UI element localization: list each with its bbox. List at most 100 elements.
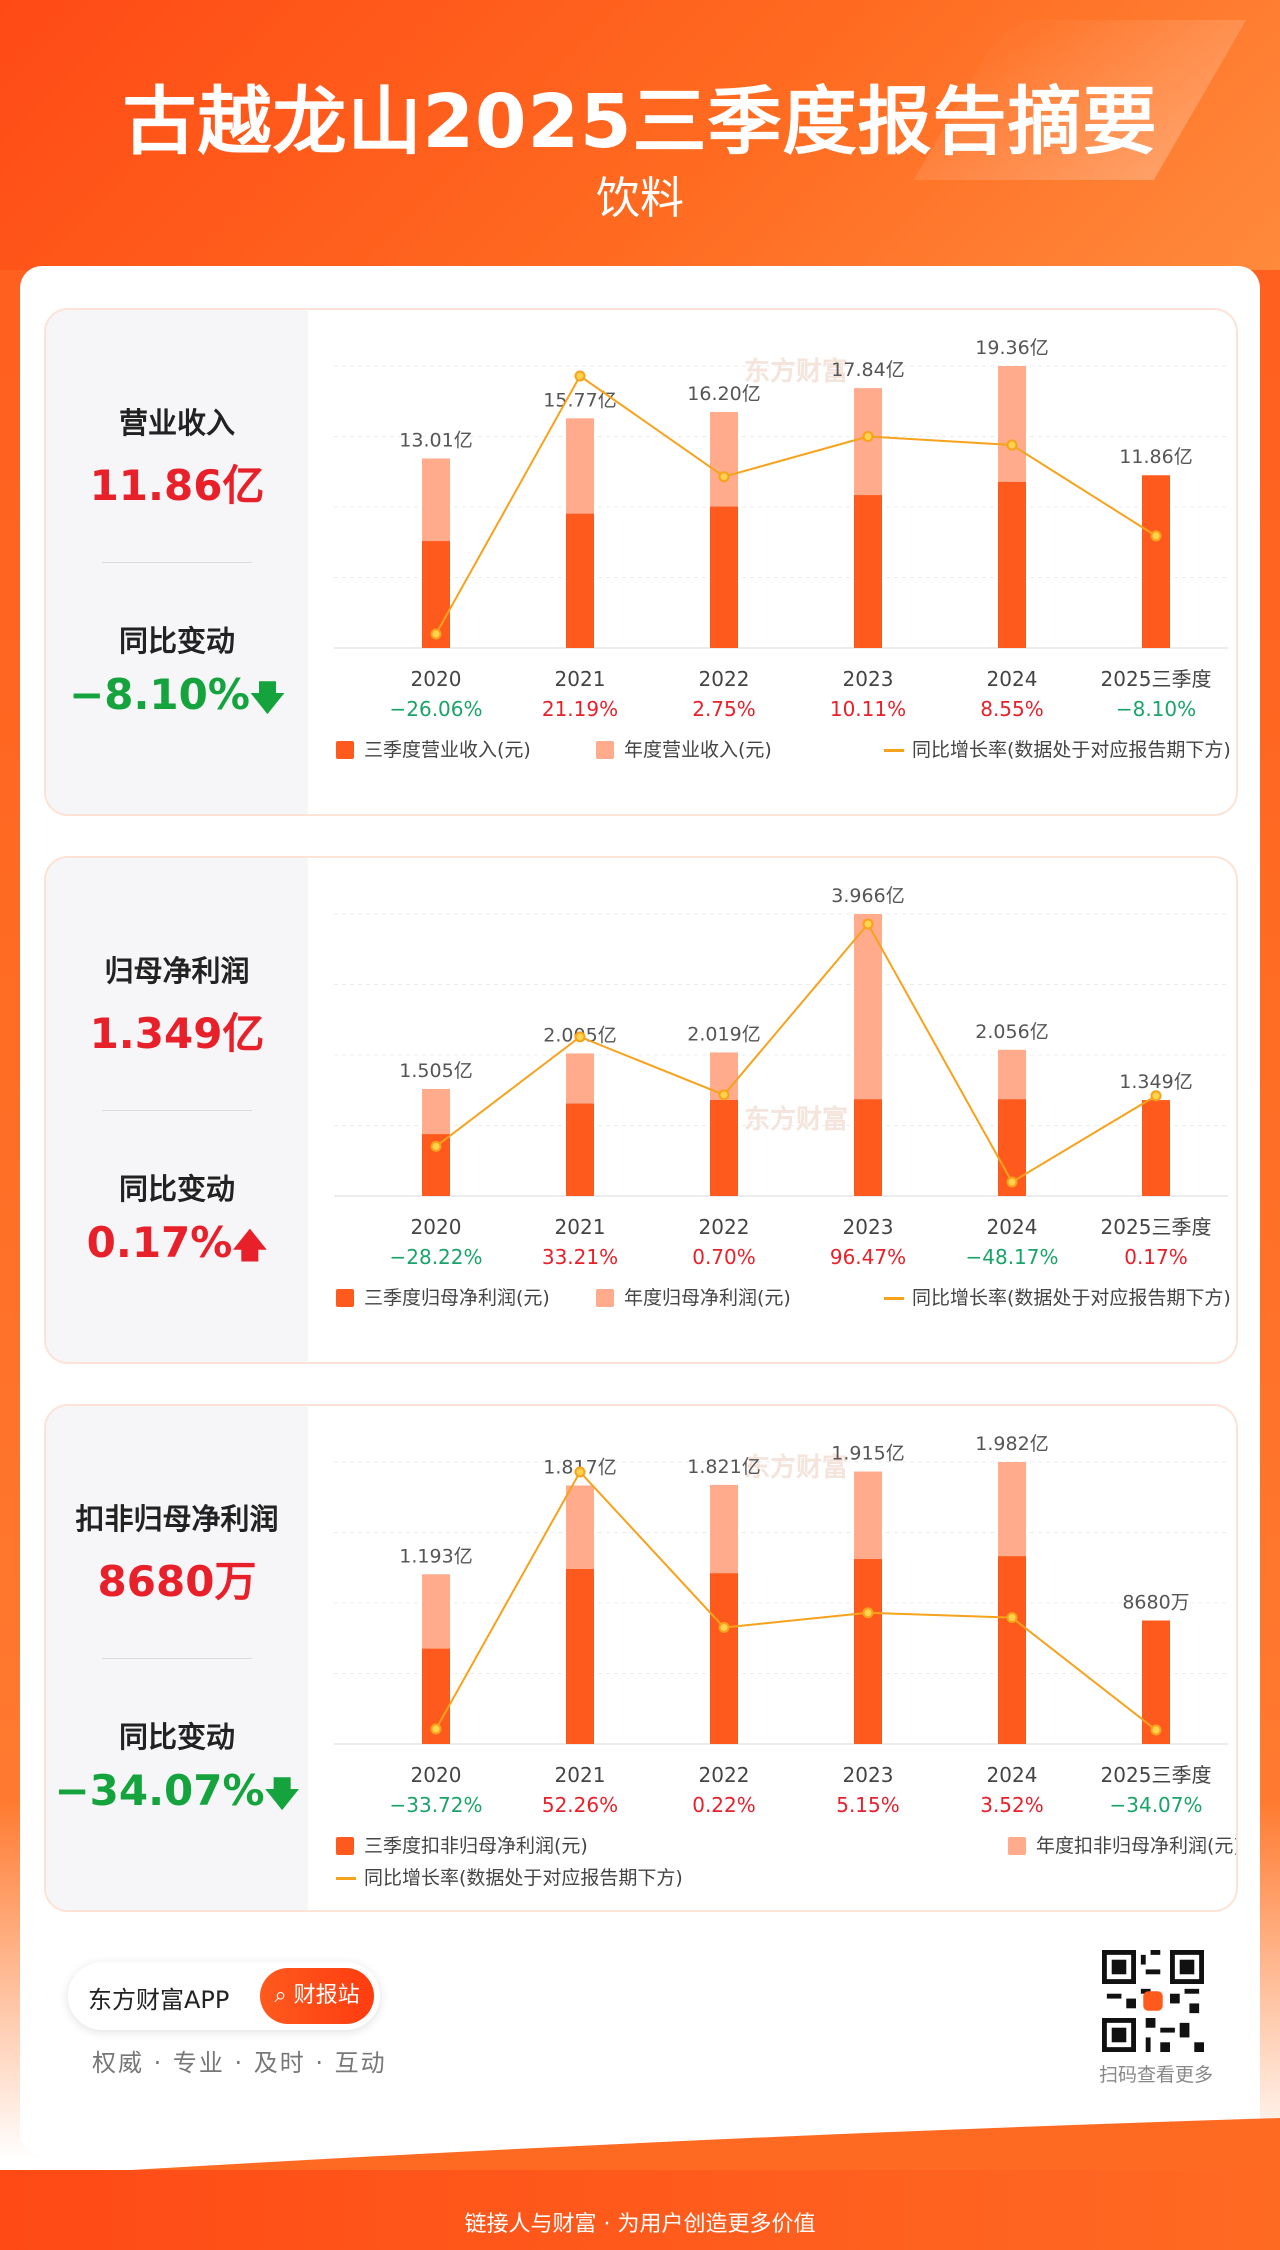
growth-point	[1006, 1612, 1018, 1624]
category-label: 2024	[987, 1763, 1038, 1787]
category-label: 2023	[843, 1763, 894, 1787]
growth-point	[574, 370, 586, 382]
deducted-profit-summary: 扣非归母净利润 8680万 同比变动 −34.07%🡇	[46, 1406, 308, 1910]
bar-value-label: 15.77亿	[543, 389, 616, 411]
category-label: 2021	[555, 1215, 606, 1239]
watermark: 东方财富	[744, 1104, 848, 1135]
legend-swatch	[596, 1289, 614, 1307]
legend-line-swatch	[336, 1877, 356, 1880]
summary-divider	[102, 1110, 252, 1111]
growth-label: −8.10%	[1116, 697, 1196, 721]
quarter-bar	[854, 495, 882, 648]
category-label: 2020	[411, 1215, 462, 1239]
category-label: 2022	[699, 1763, 750, 1787]
metric-label: 营业收入	[118, 406, 235, 440]
bar-value-label: 1.505亿	[399, 1060, 472, 1082]
growth-label: 0.70%	[692, 1245, 756, 1269]
change-value-text: −34.07%	[54, 1766, 265, 1815]
growth-line	[435, 922, 1157, 1184]
bar-value-label: 1.915亿	[831, 1443, 904, 1465]
bar-value-label: 11.86亿	[1119, 446, 1192, 468]
deducted-profit-panel: 扣非归母净利润 8680万 同比变动 −34.07%🡇 东方财富 1.193亿 20…	[44, 1404, 1238, 1912]
bar-value-label: 1.821亿	[687, 1456, 760, 1478]
revenue-panel: 营业收入 11.86亿 同比变动 −8.10%🡇 东方财富 13.01亿 2020−…	[44, 308, 1238, 816]
bar-value-label: 8680万	[1122, 1592, 1189, 1614]
category-label: 2020	[411, 667, 462, 691]
bar-value-label: 2.056亿	[975, 1021, 1048, 1043]
watermark: 东方财富	[744, 356, 848, 387]
arrow-down-icon: 🡇	[264, 1774, 300, 1814]
growth-point	[1150, 1090, 1162, 1102]
growth-point	[718, 1089, 730, 1101]
legend-label: 三季度归母净利润(元)	[364, 1287, 550, 1309]
legend-label: 三季度扣非归母净利润(元)	[364, 1835, 588, 1857]
growth-label: 33.21%	[542, 1245, 618, 1269]
page-subtitle: 饮料	[596, 173, 684, 224]
change-value-text: 0.17%	[86, 1218, 233, 1267]
watermark: 东方财富	[744, 1452, 848, 1483]
quarter-bar	[854, 1559, 882, 1744]
change-value: −34.07%🡇	[46, 1766, 308, 1827]
metric-label: 归母净利润	[104, 954, 250, 988]
growth-line	[435, 374, 1157, 635]
growth-label: −26.06%	[389, 697, 482, 721]
growth-point	[862, 1607, 874, 1619]
growth-point	[574, 1031, 586, 1043]
growth-label: 21.19%	[542, 697, 618, 721]
growth-label: 10.11%	[830, 697, 906, 721]
arrow-down-icon: 🡇	[249, 678, 285, 718]
growth-label: −28.22%	[389, 1245, 482, 1269]
quarter-bar	[710, 1573, 738, 1744]
qr-code-icon[interactable]	[1102, 1950, 1204, 2052]
legend-label: 年度营业收入(元)	[624, 739, 772, 761]
growth-point	[1150, 530, 1162, 542]
arrow-up-icon: 🡅	[232, 1226, 268, 1266]
quarter-bar	[854, 1099, 882, 1196]
app-badge[interactable]: 东方财富APP ⌕ 财报站	[68, 1962, 380, 2030]
growth-label: 52.26%	[542, 1793, 618, 1817]
bottom-tagline: 链接人与财富 · 为用户创造更多价值	[464, 2212, 816, 2237]
category-label: 2024	[987, 667, 1038, 691]
legend-label: 年度扣非归母净利润(元)	[1036, 1835, 1236, 1857]
report-station-button[interactable]: ⌕ 财报站	[260, 1968, 374, 2024]
deducted-profit-chart: 东方财富1.193亿2020−33.72%1.817亿202152.26%1.8…	[334, 1433, 1236, 1889]
growth-label: 0.17%	[1124, 1245, 1188, 1269]
category-label: 2020	[411, 1763, 462, 1787]
change-label: 同比变动	[118, 624, 235, 658]
bar-value-label: 13.01亿	[399, 429, 472, 451]
legend-swatch	[336, 741, 354, 759]
legend-line-swatch	[884, 1297, 904, 1300]
header-banner	[0, 0, 1280, 270]
growth-label: 3.52%	[980, 1793, 1044, 1817]
summary-divider	[102, 562, 252, 563]
revenue-summary: 营业收入 11.86亿 同比变动 −8.10%🡇	[46, 310, 308, 814]
change-value-text: −8.10%	[69, 670, 250, 719]
category-label: 2023	[843, 667, 894, 691]
growth-point	[430, 1723, 442, 1735]
quarter-bar	[1142, 1100, 1170, 1196]
legend-label: 三季度营业收入(元)	[364, 739, 531, 761]
growth-label: 2.75%	[692, 697, 756, 721]
growth-line	[435, 1470, 1157, 1731]
quarter-bar	[998, 1556, 1026, 1744]
growth-point	[574, 1466, 586, 1478]
quarter-bar	[710, 506, 738, 648]
app-name: 东方财富APP	[88, 1986, 230, 2014]
quarter-bar	[566, 513, 594, 648]
bar-value-label: 2.019亿	[687, 1023, 760, 1045]
metric-label: 扣非归母净利润	[75, 1502, 279, 1536]
growth-label: −48.17%	[965, 1245, 1058, 1269]
change-value: 0.17%🡅	[46, 1218, 308, 1279]
category-label: 2025三季度	[1101, 1763, 1212, 1787]
category-label: 2025三季度	[1101, 1215, 1212, 1239]
growth-point	[430, 628, 442, 640]
legend-swatch	[336, 1837, 354, 1855]
growth-label: −34.07%	[1109, 1793, 1202, 1817]
bar-value-label: 19.36亿	[975, 337, 1048, 359]
search-icon: ⌕	[274, 1983, 287, 2008]
category-label: 2021	[555, 667, 606, 691]
growth-point	[430, 1140, 442, 1152]
net-profit-chart: 东方财富1.505亿2020−28.22%2.005亿202133.21%2.0…	[334, 885, 1231, 1309]
category-label: 2024	[987, 1215, 1038, 1239]
bar-value-label: 17.84亿	[831, 359, 904, 381]
